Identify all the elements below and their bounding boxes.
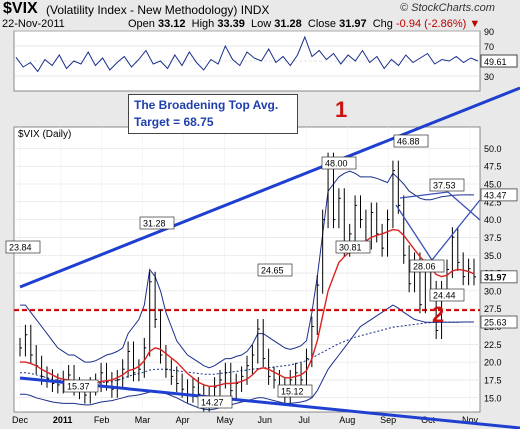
chart-header: $VIX (Volatility Index - New Methodology…: [0, 0, 520, 30]
rsi-last-box: [480, 54, 518, 68]
label-14-27-box: [197, 395, 233, 409]
price-tick-label: 30.0: [484, 286, 502, 296]
month-label: Aug: [339, 415, 355, 425]
month-label: Feb: [94, 415, 110, 425]
label-31-28-box: [139, 216, 175, 230]
month-label: Sep: [380, 415, 396, 425]
wave-1-label: 1: [335, 97, 347, 122]
label-24-65-box: [257, 263, 293, 277]
target-callout: The Broadening Top Avg. Target = 68.75: [128, 94, 298, 134]
month-label: Jul: [298, 415, 310, 425]
month-label: Apr: [176, 415, 190, 425]
price-tick-label: 45.0: [484, 180, 502, 190]
month-label: Dec: [12, 415, 29, 425]
price-tick-label: 47.5: [484, 162, 502, 172]
band-upper-value: 43.47: [484, 190, 507, 200]
band-lower-value: 25.63: [484, 318, 507, 328]
label-46-88: 46.88: [397, 137, 420, 147]
price-tick-label: 15.0: [484, 393, 502, 403]
month-label: Jun: [257, 415, 272, 425]
rsi-tick-label: 90: [484, 27, 494, 37]
month-label: Nov: [462, 415, 479, 425]
label-15-37-box: [63, 379, 99, 393]
label-23-84: 23.84: [9, 243, 32, 253]
label-48-00-box: [321, 156, 357, 170]
month-label: May: [217, 415, 235, 425]
label-24-65: 24.65: [261, 266, 284, 276]
label-30-81-box: [335, 240, 371, 254]
label-31-28: 31.28: [143, 219, 166, 229]
price-tick-label: 17.5: [484, 375, 502, 385]
band-lower-value-box: [480, 315, 518, 329]
month-label: Mar: [135, 415, 151, 425]
price-tick-label: 20.0: [484, 358, 502, 368]
quote-date: 22-Nov-2011: [2, 18, 65, 30]
rsi-line: [15, 35, 479, 73]
price-tick-label: 40.0: [484, 215, 502, 225]
label-14-27: 14.27: [201, 398, 224, 408]
rsi-tick-label: 70: [484, 42, 494, 52]
price-tick-label: 42.5: [484, 197, 502, 207]
band-upper-value-box: [480, 188, 518, 202]
rsi-tick-label: 30: [484, 72, 494, 82]
last-close-value: 31.97: [484, 272, 507, 282]
label-15-12: 15.12: [281, 387, 304, 397]
month-label: 2011: [53, 415, 73, 425]
last-close-value-box: [480, 270, 518, 284]
price-tick-label: 22.5: [484, 340, 502, 350]
label-28-06-box: [409, 259, 445, 273]
triangle-pattern-top: [399, 191, 481, 221]
lower-trend-line: [19, 376, 520, 429]
label-46-88-box: [393, 134, 429, 148]
copyright: © StockCharts.com: [400, 2, 495, 14]
symbol: $VIX: [3, 0, 38, 17]
price-tick-label: 37.5: [484, 233, 502, 243]
label-37-53-box: [429, 178, 465, 192]
price-tick-label: 50.0: [484, 144, 502, 154]
ohlc-readout: Open 33.12 High 33.39 Low 31.28 Close 31…: [128, 18, 481, 30]
label-37-53: 37.53: [433, 181, 456, 191]
upper-trend-line: [19, 86, 520, 289]
price-tick-label: 27.5: [484, 304, 502, 314]
label-24-44-box: [429, 288, 465, 302]
label-48-00: 48.00: [325, 159, 348, 169]
label-15-12-box: [277, 384, 313, 398]
panel-title: $VIX (Daily): [18, 129, 71, 140]
wave-2-label: 2: [432, 302, 444, 327]
label-24-44: 24.44: [433, 291, 456, 301]
label-15-37: 15.37: [67, 382, 90, 392]
price-tick-label: 35.0: [484, 251, 502, 261]
label-23-84-box: [5, 240, 41, 254]
label-28-06: 28.06: [413, 262, 436, 272]
label-30-81: 30.81: [339, 243, 362, 253]
index-name: (Volatility Index - New Methodology) IND…: [46, 3, 270, 17]
rsi-last-label: 49.61: [484, 57, 507, 67]
